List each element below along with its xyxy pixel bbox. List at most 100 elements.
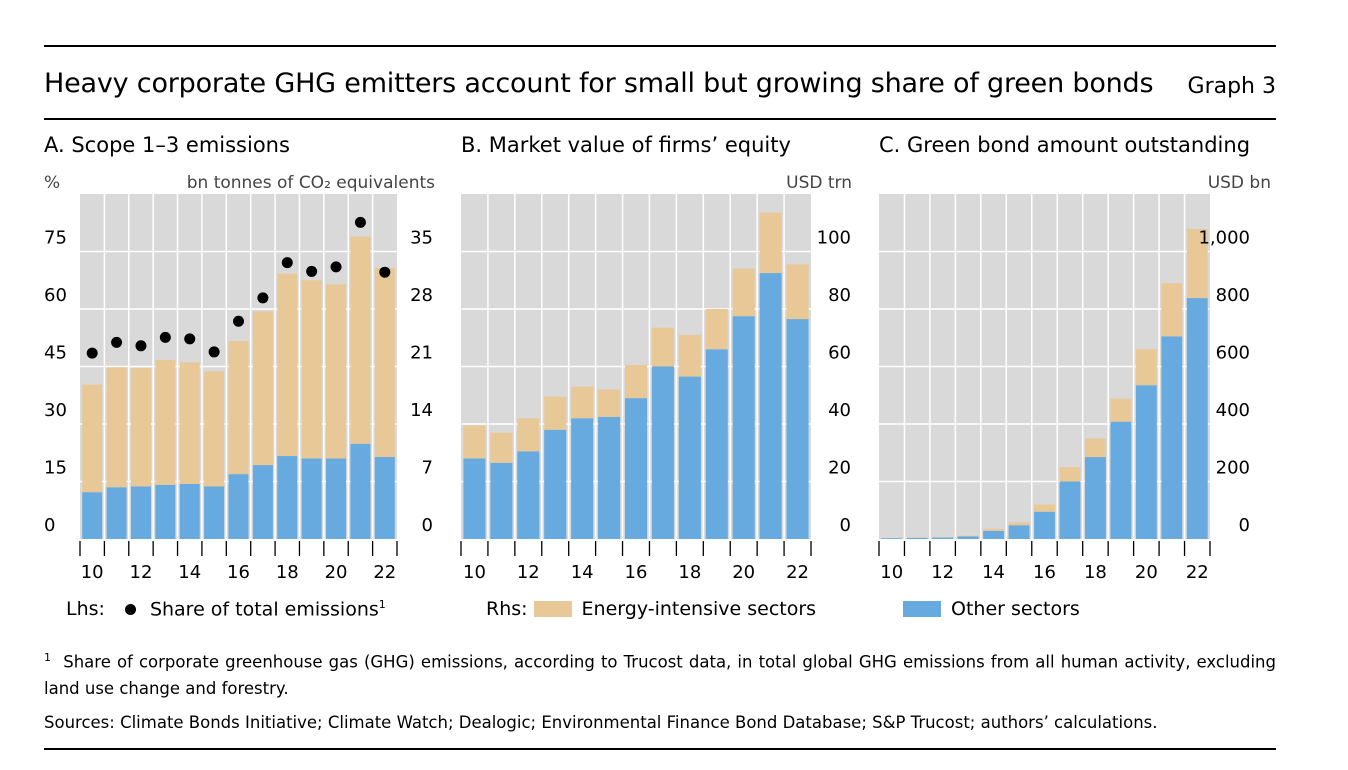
footnote-marker: 1 — [44, 651, 51, 664]
panel-a-dot — [208, 346, 220, 358]
panel-c-xlabel: 12 — [931, 562, 954, 583]
panel-a-dot — [233, 315, 244, 327]
panel-b-bar-energy — [517, 418, 540, 452]
panel-a-right-tick: 28 — [410, 285, 433, 306]
panel-a-dot — [86, 347, 98, 359]
panel-c-right-tick: 1,000 — [1198, 228, 1250, 249]
panel-a-dot — [135, 340, 147, 352]
panel-a-xlabel: 10 — [81, 562, 104, 583]
panel-c-bar-energy — [1084, 438, 1106, 458]
panel-b-bar-energy — [678, 334, 701, 377]
panel-a-right-tick: 7 — [422, 458, 433, 479]
panel-b-right-tick: 20 — [828, 458, 851, 479]
panel-b-bar-other — [598, 416, 621, 539]
panel-c-bar-energy — [1034, 504, 1055, 512]
legend-rhs: Rhs: Energy-intensive sectors — [486, 598, 816, 620]
panel-b-bar-other — [571, 418, 594, 539]
legend-share-label: Share of total emissions1 — [149, 598, 386, 621]
panel-c-xlabel: 22 — [1186, 562, 1209, 583]
panel-c-bar-energy — [1008, 522, 1030, 526]
panel-a-bar-energy — [350, 236, 371, 444]
panel-a-bar-other — [130, 486, 151, 539]
panel-b-bar-energy — [732, 268, 755, 317]
panel-b-xlabel: 14 — [571, 562, 594, 583]
panel-c-bar-energy — [1186, 229, 1208, 299]
panel-c-bar-other — [1059, 481, 1081, 539]
panel-a-bar-energy — [301, 280, 322, 459]
panel-a-dot — [330, 261, 342, 273]
panel-c-xlabel: 10 — [880, 562, 903, 583]
panel-a-bar-other — [82, 492, 103, 539]
panel-a-dot — [159, 331, 171, 343]
legend-energy-label: Energy-intensive sectors — [581, 598, 817, 620]
panel-b-bar-other — [678, 376, 701, 539]
panel-a-left-tick: 45 — [44, 343, 67, 364]
panel-b-title: B. Market value of firms’ equity — [461, 133, 791, 157]
panel-a-xlabel: 12 — [130, 562, 153, 583]
panel-a-left-tick: 15 — [44, 458, 67, 479]
panel-a-bar-other — [204, 486, 225, 539]
panel-b-bar-other — [759, 273, 782, 539]
panel-b-bar-other — [463, 458, 486, 539]
panel-a-bar-other — [155, 484, 176, 539]
panel-c-right-tick: 200 — [1216, 458, 1250, 479]
panel-a-dot — [354, 216, 366, 228]
panel-a-right-tick: 35 — [410, 228, 433, 249]
panel-c-bar-other — [1034, 511, 1055, 539]
panel-b-bar-other — [624, 398, 648, 539]
panel-c-bar-other — [1110, 421, 1132, 539]
panel-b-bar-energy — [705, 309, 728, 350]
panel-c-bar-energy — [1059, 467, 1081, 482]
panel-a-bar-other — [106, 487, 127, 539]
charts-canvas: 0 15 30 45 60 75% 0 7 14 21 28 35 bn tonnes of CO₂ e… — [44, 173, 1271, 583]
panel-c-bar-energy — [957, 535, 979, 537]
panel-a-right-unit: bn tonnes of CO₂ equivalents — [187, 173, 435, 193]
panel-a-dot — [184, 333, 196, 345]
panel-a-left-tick: 30 — [44, 400, 67, 421]
panel-a-left-tick: 0 — [44, 515, 55, 536]
panel-b-right-tick: 80 — [828, 285, 851, 306]
panel-a-bar-other — [301, 458, 322, 539]
panel-c-bar-other — [983, 530, 1005, 539]
panel-c-bar-other — [906, 537, 928, 539]
legend-other-label: Other sectors — [951, 598, 1080, 620]
panel-c-bar-other — [1161, 336, 1183, 539]
panel-b-bar-energy — [651, 327, 674, 367]
panel-c-xlabel: 20 — [1135, 562, 1158, 583]
panel-a-right-tick: 14 — [410, 400, 433, 421]
panel-b-bar-energy — [759, 212, 782, 274]
panel-a-right-tick: 0 — [422, 515, 433, 536]
panel-a-bar-energy — [155, 359, 176, 485]
panel-c-xlabel: 14 — [982, 562, 1005, 583]
panel-b-right-unit: USD trn — [786, 173, 852, 193]
panel-b-bar-energy — [463, 425, 486, 459]
title-rule — [44, 118, 1276, 120]
panel-a-bar-other — [326, 458, 347, 539]
panel-b-xlabel: 22 — [786, 562, 809, 583]
panel-b-bar-other — [490, 462, 513, 539]
panel-b-right-tick: 0 — [840, 515, 851, 536]
panel-b-bar-energy — [786, 264, 809, 320]
panel-b-bar-energy — [490, 432, 513, 463]
legend-other-swatch — [903, 601, 941, 617]
footnote-text: Share of corporate greenhouse gas (GHG) … — [44, 652, 1276, 698]
panel-c-right-tick: 400 — [1216, 400, 1250, 421]
panel-a-bar-energy — [374, 267, 395, 457]
panel-b-xlabel: 16 — [625, 562, 648, 583]
panel-a-bar-other — [374, 456, 395, 539]
panel-b-xlabel: 18 — [678, 562, 701, 583]
panel-a-bar-other — [179, 483, 200, 539]
panel-a-xlabel: 16 — [227, 562, 250, 583]
legend-dot-icon — [124, 603, 136, 615]
panel-b-right-tick: 100 — [817, 228, 851, 249]
panel-c-right-tick: 800 — [1216, 285, 1250, 306]
panel-c-right-tick: 600 — [1216, 343, 1250, 364]
panel-a-bar-energy — [106, 367, 127, 488]
panel-c-bar-energy — [1135, 349, 1157, 386]
panel-b-bar-other — [544, 429, 567, 539]
panel-c-bar-energy — [983, 528, 1005, 531]
panel-a-right-tick: 21 — [410, 343, 433, 364]
panel-b-right-tick: 40 — [828, 400, 851, 421]
panel-b-bar-other — [786, 319, 809, 539]
panel-a-bar-energy — [130, 368, 151, 487]
